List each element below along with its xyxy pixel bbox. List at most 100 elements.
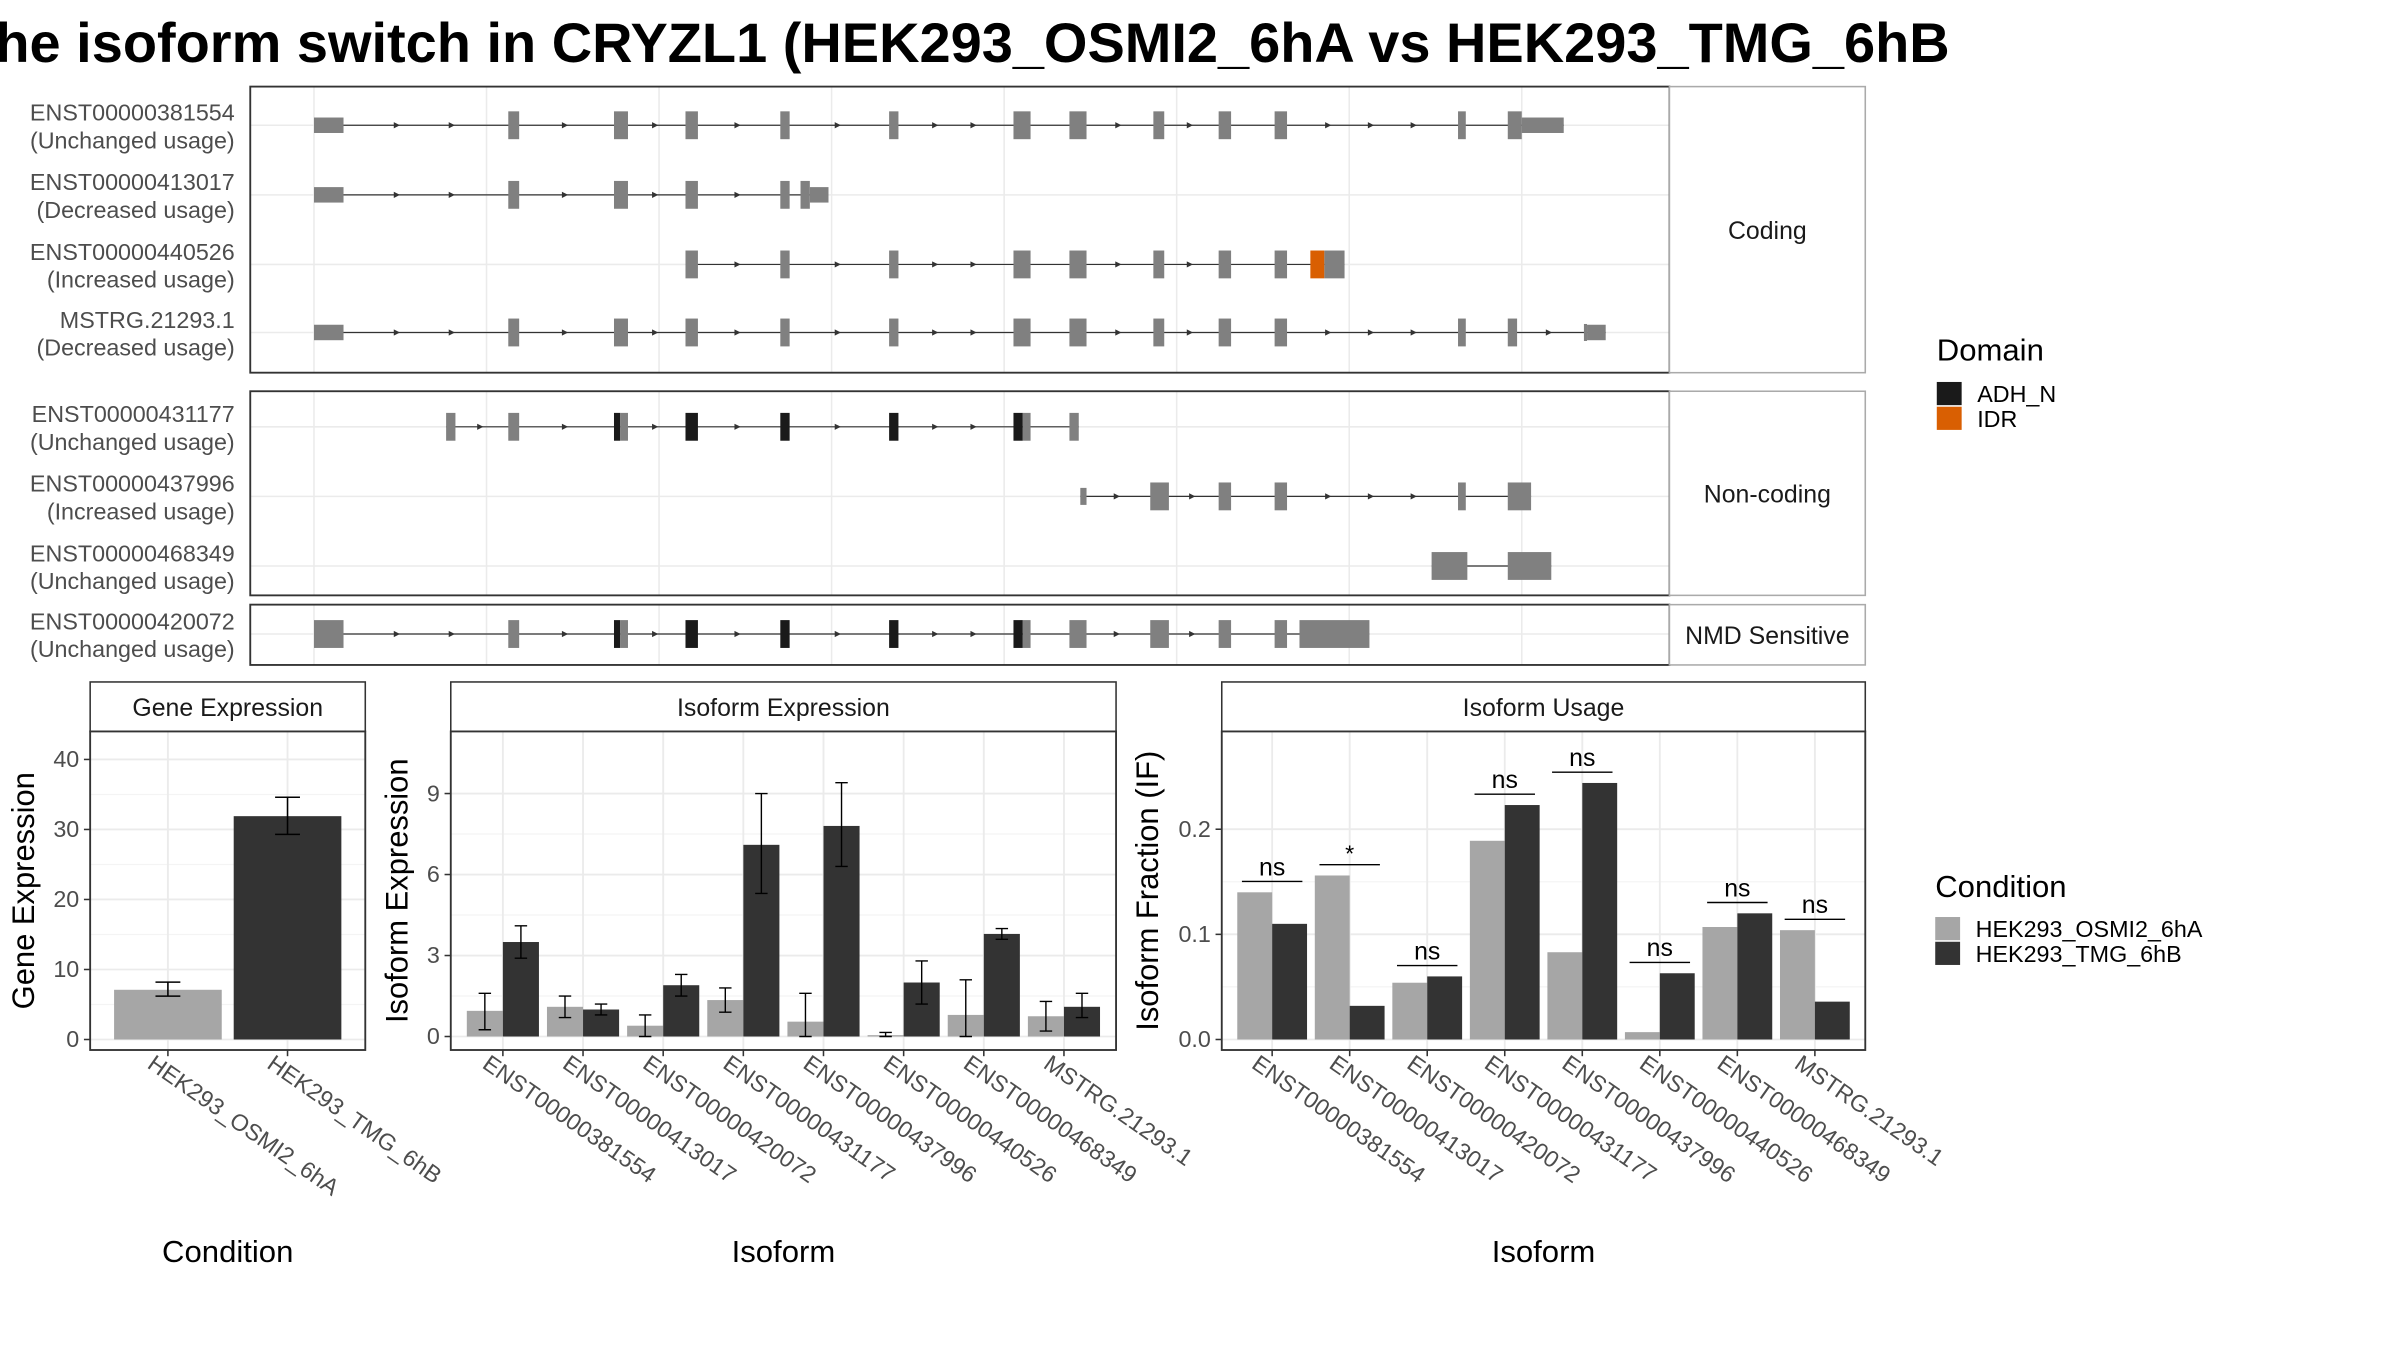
bar [114,989,222,1040]
direction-arrow [834,423,841,430]
transcript-structure-panel: ENST00000381554(Unchanged usage)ENST0000… [30,85,1867,666]
direction-arrow [1115,261,1122,268]
transcript-usage-label: (Decreased usage) [36,197,234,223]
direction-arrow [393,191,400,198]
exon-block [889,111,899,140]
exon-block [780,180,790,209]
exon-block [620,620,628,648]
exon-block [1458,111,1466,140]
direction-arrow [932,122,939,129]
domain-legend-swatch [1936,406,1962,430]
y-tick-label: 0.0 [1178,1026,1210,1052]
bar [1582,782,1618,1040]
direction-arrow [734,122,741,129]
direction-arrow [1186,261,1194,268]
exon-block [1431,552,1468,580]
error-bar [558,995,572,1019]
facet-strip [1668,85,1867,374]
exon-block [1274,620,1288,648]
x-axis-label: Isoform [732,1234,836,1269]
direction-arrow [561,423,569,430]
error-bar [719,987,732,1013]
transcript-usage-label: (Unchanged usage) [30,128,235,154]
bar [1737,913,1773,1040]
bar [1314,875,1350,1040]
transcript-id-label: ENST00000431177 [32,401,235,427]
exon-block [1218,111,1232,140]
domain-legend-label: ADH_N [1977,381,2056,407]
exon-block [1022,620,1031,648]
significance-label: ns [1724,875,1750,902]
error-bar [915,960,928,1005]
error-bar [155,981,181,997]
adh-n-domain-segment [889,620,899,648]
domain-legend-label: IDR [1977,406,2017,432]
exon-block [313,620,344,648]
y-tick-label: 40 [53,746,79,772]
direction-arrow [1189,630,1196,638]
panel-strip-title: Gene Expression [132,695,323,722]
direction-arrow [393,630,400,638]
y-tick-label: 0.2 [1178,816,1210,842]
condition-legend-label: HEK293_OSMI2_6hA [1976,916,2203,942]
exon-block [1274,482,1288,511]
transcript-id-label: ENST00000420072 [30,608,235,634]
significance-label: ns [1492,767,1518,794]
exon-block [1218,482,1232,511]
direction-arrow [932,329,939,336]
panel-strip-title: Isoform Usage [1463,695,1625,722]
error-bar [755,792,768,895]
exon-block [508,180,520,209]
transcript-id-label: MSTRG.21293.1 [60,307,235,333]
direction-arrow [561,630,569,638]
bar [1469,840,1505,1040]
error-bar [478,992,492,1031]
exon-block [508,412,520,441]
direction-arrow [1410,493,1417,500]
transcript-id-label: ENST00000468349 [30,540,235,566]
direction-arrow [1189,493,1196,500]
exon-block [1150,482,1169,511]
direction-arrow [448,191,455,198]
direction-arrow [393,329,400,336]
transcript-row [313,180,829,209]
exon-block [613,318,628,347]
panel-strip-title: Isoform Expression [677,695,890,722]
bar [1547,952,1583,1040]
facet-strip-label: NMD Sensitive [1685,623,1849,650]
bar [1272,923,1308,1040]
x-axis-label: Condition [162,1234,293,1269]
adh-n-domain-segment [780,412,790,441]
exon-block [685,180,698,209]
y-tick-label: 9 [427,780,440,806]
adh-n-domain-segment [780,620,790,648]
exon-block [1013,111,1031,140]
exon-block [1153,250,1165,279]
facet-strip-label: Coding [1728,218,1807,245]
error-bar [959,979,972,1038]
transcript-usage-label: (Increased usage) [47,499,235,525]
direction-arrow [1115,122,1122,129]
bar-panel-isoform-expression: Isoform Expression0369ENST00000381554ENS… [379,681,1198,1269]
direction-arrow [1113,630,1120,638]
exon-block [613,111,628,140]
direction-arrow [734,630,741,638]
direction-arrow [932,261,939,268]
error-bar [594,1003,608,1016]
direction-arrow [561,191,569,198]
error-bar [799,992,812,1038]
exon-block [1507,111,1522,140]
exon-block [809,187,829,203]
adh-n-domain-segment [685,412,698,441]
direction-arrow [1367,493,1375,500]
error-bar [514,925,528,959]
direction-arrow [970,630,977,638]
x-axis-label: Isoform [1492,1234,1596,1269]
direction-arrow [1325,122,1332,129]
exon-block [685,250,698,279]
direction-arrow [932,423,939,430]
exon-block [1153,318,1165,347]
exon-block [1587,324,1606,341]
error-bar [1039,1000,1053,1032]
